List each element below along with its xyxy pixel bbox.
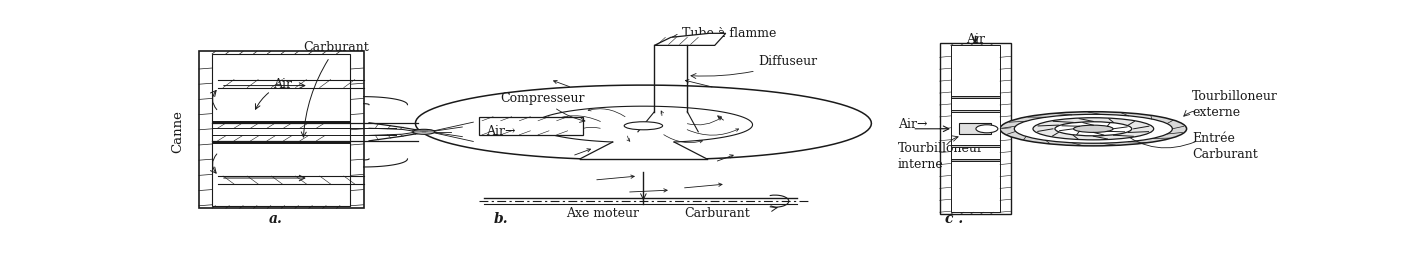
Bar: [198, 51, 364, 208]
Text: c .: c .: [946, 212, 963, 226]
Ellipse shape: [1055, 122, 1131, 136]
Bar: [950, 145, 1000, 147]
Ellipse shape: [1000, 112, 1187, 146]
Bar: [940, 43, 1011, 214]
Bar: [479, 117, 583, 135]
Text: Axe moteur: Axe moteur: [566, 207, 640, 220]
Bar: [960, 123, 991, 134]
Text: Carburant: Carburant: [684, 207, 749, 220]
Text: Air→: Air→: [898, 118, 927, 131]
Text: Carburant: Carburant: [302, 41, 370, 137]
Text: Compresseur: Compresseur: [501, 92, 585, 122]
Text: Air→: Air→: [487, 125, 515, 138]
Bar: [212, 141, 350, 143]
Text: Air: Air: [966, 33, 986, 46]
Text: Air: Air: [255, 78, 293, 109]
Polygon shape: [654, 33, 726, 45]
Ellipse shape: [1073, 125, 1113, 132]
Ellipse shape: [1014, 114, 1172, 143]
Text: Entrée
Carburant: Entrée Carburant: [1192, 132, 1257, 161]
Text: Canne: Canne: [171, 110, 184, 153]
Text: Diffuseur: Diffuseur: [691, 56, 818, 79]
Bar: [950, 45, 1000, 212]
Text: Tube à flamme: Tube à flamme: [673, 27, 776, 40]
Text: Tourbilloneur
externe: Tourbilloneur externe: [1192, 90, 1279, 119]
Ellipse shape: [624, 122, 663, 130]
Text: a.: a.: [269, 212, 283, 226]
Bar: [212, 54, 350, 206]
Text: b.: b.: [493, 212, 508, 226]
Bar: [950, 96, 1000, 98]
Bar: [212, 121, 350, 123]
Bar: [950, 110, 1000, 112]
Bar: [950, 159, 1000, 161]
Ellipse shape: [976, 125, 998, 133]
Text: Tourbilloneur
interne: Tourbilloneur interne: [898, 143, 984, 171]
Ellipse shape: [1034, 118, 1154, 140]
Ellipse shape: [413, 129, 435, 134]
